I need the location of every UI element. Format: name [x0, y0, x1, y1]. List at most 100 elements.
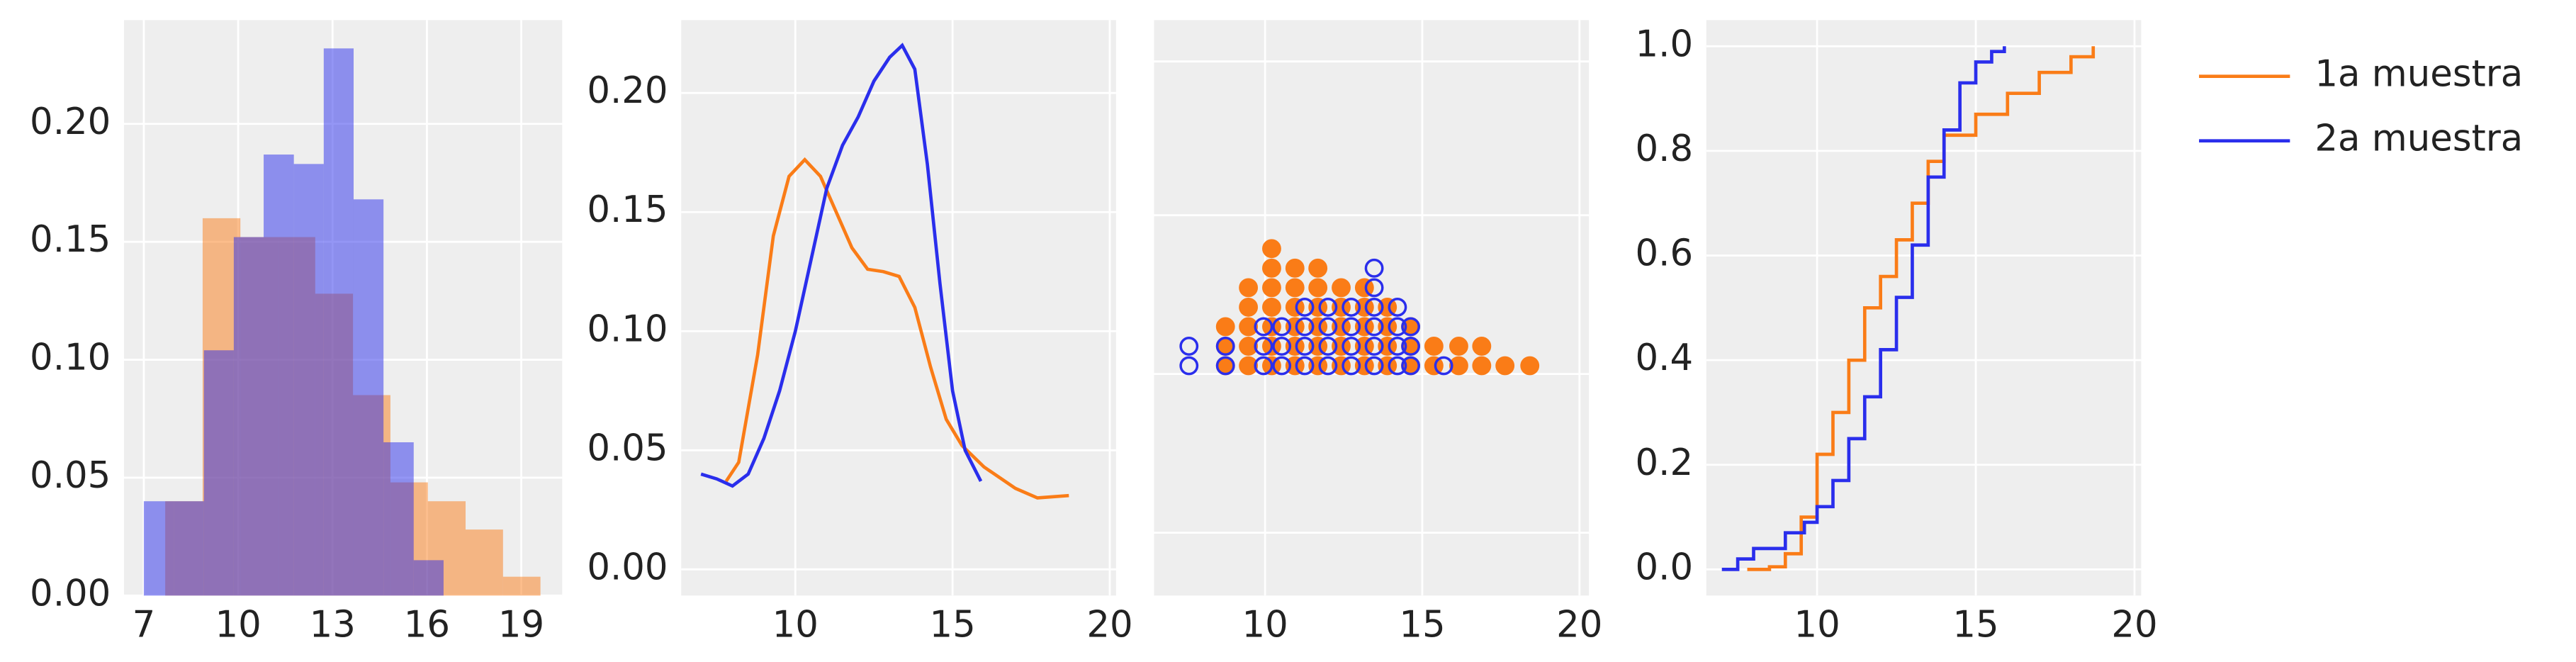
dot	[1254, 317, 1273, 337]
x-tick-label: 15	[929, 604, 975, 646]
subplot: 10 15 20 0.00 0.05 0.10 0.15 0.20	[587, 20, 1133, 646]
dot	[1424, 356, 1444, 376]
dot	[1285, 317, 1305, 337]
y-tick-label: 0.20	[30, 101, 111, 143]
dot	[1342, 356, 1361, 376]
dot	[1364, 278, 1384, 298]
x-tick-label: 20	[1556, 604, 1602, 646]
y-tick-label: 0.8	[1636, 128, 1694, 170]
dot	[1272, 356, 1292, 376]
y-tick-label: 0.0	[1636, 546, 1694, 588]
dot	[1215, 356, 1235, 376]
dot	[1239, 278, 1259, 298]
x-tick-label: 20	[1086, 604, 1132, 646]
legend-label: 2a muestra	[2315, 118, 2523, 160]
y-tick-label: 0.05	[587, 427, 668, 469]
y-tick-label: 0.10	[30, 337, 111, 379]
x-tick-label: 20	[2111, 604, 2157, 646]
dot	[1364, 297, 1384, 317]
y-tick-label: 0.2	[1636, 442, 1694, 484]
dot	[1424, 337, 1444, 356]
dot	[1254, 356, 1273, 376]
dot	[1239, 317, 1259, 337]
dot	[1332, 278, 1351, 298]
dot	[1239, 297, 1259, 317]
dot	[1388, 337, 1407, 356]
dot	[1495, 356, 1515, 376]
dot	[1295, 356, 1315, 376]
dot	[1295, 337, 1315, 356]
dot	[1401, 317, 1420, 337]
dot	[1401, 356, 1420, 376]
y-tick-label: 0.6	[1636, 232, 1694, 275]
dot	[1262, 297, 1281, 317]
dot	[1354, 337, 1374, 356]
histogram-bar	[353, 199, 384, 596]
dot	[1295, 297, 1315, 317]
dot	[1354, 356, 1374, 376]
dot	[1318, 317, 1338, 337]
x-tick-label: 10	[1242, 604, 1288, 646]
dot	[1401, 337, 1420, 356]
dot	[1262, 278, 1281, 298]
histogram-bar	[264, 155, 294, 596]
x-tick-label: 10	[1794, 604, 1840, 646]
y-tick-label: 0.20	[587, 69, 668, 112]
dot	[1318, 337, 1338, 356]
y-tick-label: 0.4	[1636, 337, 1694, 379]
dot	[1179, 356, 1199, 376]
histogram-bar	[233, 237, 264, 596]
legend-label: 1a muestra	[2315, 53, 2523, 96]
dot	[1354, 278, 1374, 298]
subplot: 10 15 20 0.0 0.2 0.4 0.6 0.8 1.0	[1636, 20, 2158, 646]
dot	[1272, 317, 1292, 337]
histogram-bar	[466, 529, 503, 596]
y-tick-label: 0.05	[30, 454, 111, 497]
dot	[1434, 356, 1453, 376]
y-tick-label: 0.15	[587, 189, 668, 231]
dot	[1354, 317, 1374, 337]
dot	[1285, 337, 1305, 356]
dot	[1520, 356, 1540, 376]
x-tick-label: 10	[772, 604, 819, 646]
dot	[1472, 356, 1492, 376]
ecdf-line	[1747, 46, 2096, 571]
dot	[1388, 317, 1407, 337]
dot	[1254, 337, 1273, 356]
dot	[1364, 258, 1384, 278]
dot	[1285, 258, 1305, 278]
dot	[1308, 278, 1328, 298]
dot	[1295, 317, 1315, 337]
density-line	[700, 43, 983, 488]
histogram-bar	[174, 501, 204, 596]
dot	[1239, 337, 1259, 356]
plot-background	[1706, 20, 2142, 596]
dot	[1364, 337, 1384, 356]
dot	[1354, 297, 1374, 317]
histogram-bar	[203, 350, 234, 596]
y-tick-label: 0.10	[587, 308, 668, 350]
histogram-bar	[413, 560, 444, 596]
dot	[1472, 337, 1492, 356]
dot	[1285, 278, 1305, 298]
dot	[1342, 317, 1361, 337]
x-tick-label: 19	[498, 604, 544, 646]
dot	[1215, 337, 1235, 356]
dot	[1342, 297, 1361, 317]
dot	[1388, 356, 1407, 376]
subplot: 10 15 20	[1154, 20, 1602, 646]
y-tick-label: 0.00	[587, 546, 668, 588]
dot	[1239, 356, 1259, 376]
histogram-bar	[323, 48, 354, 596]
x-tick-label: 16	[404, 604, 450, 646]
dot	[1285, 297, 1305, 317]
dot	[1364, 317, 1384, 337]
dot	[1215, 317, 1235, 337]
y-tick-label: 0.00	[30, 572, 111, 615]
histogram-bar	[293, 164, 324, 596]
y-tick-label: 1.0	[1636, 23, 1694, 65]
dot	[1318, 297, 1338, 317]
dot	[1364, 356, 1384, 376]
dot	[1449, 356, 1468, 376]
